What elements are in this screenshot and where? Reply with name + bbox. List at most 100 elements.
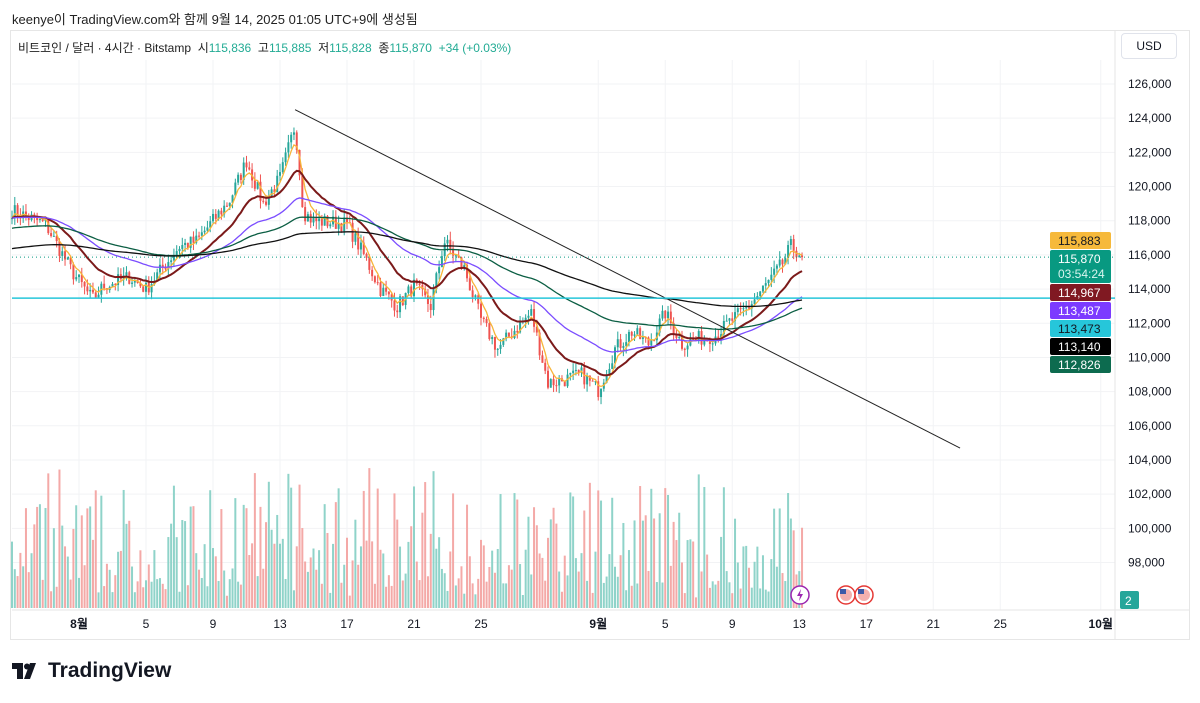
candle-body	[801, 255, 804, 258]
volume-bar	[231, 568, 234, 608]
volume-bar	[309, 557, 312, 608]
volume-bar	[415, 561, 418, 608]
volume-bar	[460, 566, 463, 608]
candle-body	[86, 286, 89, 292]
candle-body	[385, 287, 388, 292]
volume-bar	[145, 580, 147, 608]
volume-bar	[11, 541, 13, 608]
volume-bar	[387, 575, 390, 608]
volume-bar	[292, 590, 295, 608]
volume-bar	[147, 564, 150, 608]
volume-bar	[653, 518, 656, 608]
candle-body	[103, 283, 106, 289]
volume-bar	[644, 515, 647, 608]
y-tick-label: 100,000	[1128, 521, 1172, 535]
candle-body	[75, 277, 78, 280]
candle-body	[175, 251, 178, 256]
candle-body	[55, 235, 58, 242]
volume-bar	[678, 512, 681, 608]
candle-body	[731, 318, 734, 321]
volume-bar	[801, 527, 804, 608]
x-tick-label: 5	[143, 617, 150, 631]
volume-bar	[58, 469, 61, 608]
volume-bar	[669, 565, 672, 608]
x-tick-label: 17	[860, 617, 874, 631]
candle-body	[225, 205, 228, 207]
volume-bar	[256, 576, 259, 608]
x-tick-label: 17	[340, 617, 354, 631]
candle-body	[678, 337, 681, 339]
chart-panel[interactable]	[10, 30, 1190, 640]
candle-body	[340, 223, 343, 232]
candle-body	[312, 217, 315, 223]
volume-bar	[544, 580, 547, 608]
candle-body	[256, 181, 259, 189]
volume-bar	[502, 583, 505, 608]
x-tick-label: 25	[994, 617, 1008, 631]
candle-body	[195, 235, 198, 243]
volume-bars	[11, 468, 804, 608]
volume-bar	[24, 508, 27, 608]
x-tick-label: 9	[729, 617, 736, 631]
volume-bar	[480, 539, 482, 608]
volume-bar	[720, 536, 723, 608]
tv-logo-icon	[12, 663, 36, 679]
candle-body	[371, 269, 374, 277]
tradingview-logo[interactable]: TradingView	[12, 659, 171, 683]
volume-bar	[306, 571, 309, 608]
volume-bar	[119, 550, 122, 608]
volume-bar	[761, 555, 764, 608]
indicator-price-label-bg	[1050, 302, 1111, 319]
volume-bar	[33, 524, 36, 608]
candle-body	[636, 328, 639, 335]
volume-bar	[301, 528, 304, 608]
volume-bar	[440, 568, 443, 608]
candle-body	[161, 264, 164, 268]
currency-button[interactable]: USD	[1121, 33, 1177, 59]
volume-bar	[547, 537, 549, 608]
volume-bar	[463, 593, 466, 608]
close-value: 115,870	[389, 41, 432, 55]
volume-bar	[655, 582, 658, 608]
candle-body	[608, 368, 611, 376]
volume-bar	[672, 521, 675, 608]
indicator-price-label: 112,826	[1058, 358, 1101, 372]
volume-bar	[142, 587, 145, 608]
volume-bar	[178, 591, 181, 608]
volume-bar	[295, 546, 298, 608]
volume-bar	[711, 581, 714, 608]
volume-bar	[318, 550, 321, 608]
candle-body	[622, 345, 625, 348]
candle-body	[407, 286, 410, 294]
candle-body	[552, 379, 555, 386]
volume-bar	[181, 520, 184, 608]
volume-bar	[633, 520, 636, 608]
candle-body	[675, 334, 678, 338]
candle-body	[234, 182, 237, 196]
volume-bar	[122, 489, 125, 608]
candle-body	[580, 367, 583, 373]
volume-bar	[91, 539, 94, 608]
chart-caption: keenye이 TradingView.com와 함께 9월 14, 2025 …	[12, 12, 418, 27]
volume-bar	[569, 492, 572, 608]
volume-bar	[19, 552, 22, 608]
us-flag-canton	[858, 589, 864, 594]
volume-bar	[323, 504, 326, 608]
volume-bar	[320, 583, 323, 608]
candle-body	[683, 348, 686, 350]
volume-bar	[287, 473, 290, 608]
candle-body	[167, 262, 170, 270]
volume-bar	[499, 494, 502, 608]
volume-bar	[661, 582, 664, 608]
volume-bar	[267, 481, 270, 608]
candle-body	[320, 218, 323, 226]
volume-bar	[407, 541, 410, 608]
y-tick-label: 120,000	[1128, 180, 1172, 194]
volume-bar	[36, 506, 39, 608]
candle-body	[156, 272, 159, 281]
volume-bar	[203, 544, 206, 608]
candle-body	[242, 162, 245, 180]
volume-bar	[471, 583, 474, 608]
volume-bar	[736, 562, 739, 608]
